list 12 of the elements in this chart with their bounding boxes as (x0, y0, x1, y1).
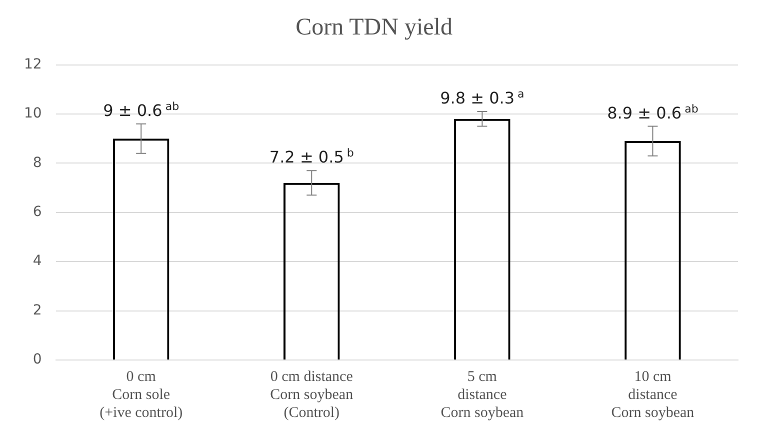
x-tick-label: 0 cm distance Corn soybean (Control) (270, 368, 354, 421)
y-tick-label: 12 (24, 56, 42, 72)
y-tick-label: 4 (32, 253, 42, 270)
y-tick-label: 8 (32, 154, 42, 171)
chart-title: Corn TDN yield (296, 14, 452, 41)
x-tick-label: 10 cm distance Corn soybean (611, 368, 695, 421)
x-tick-label: 5 cm distance Corn soybean (440, 368, 524, 421)
y-tick-label: 6 (32, 204, 42, 220)
y-tick-label: 0 (32, 352, 42, 368)
y-tick-label: 10 (24, 106, 42, 122)
x-tick-label: 0 cm Corn sole (+ive control) (100, 368, 183, 421)
y-tick-label: 2 (32, 302, 42, 318)
